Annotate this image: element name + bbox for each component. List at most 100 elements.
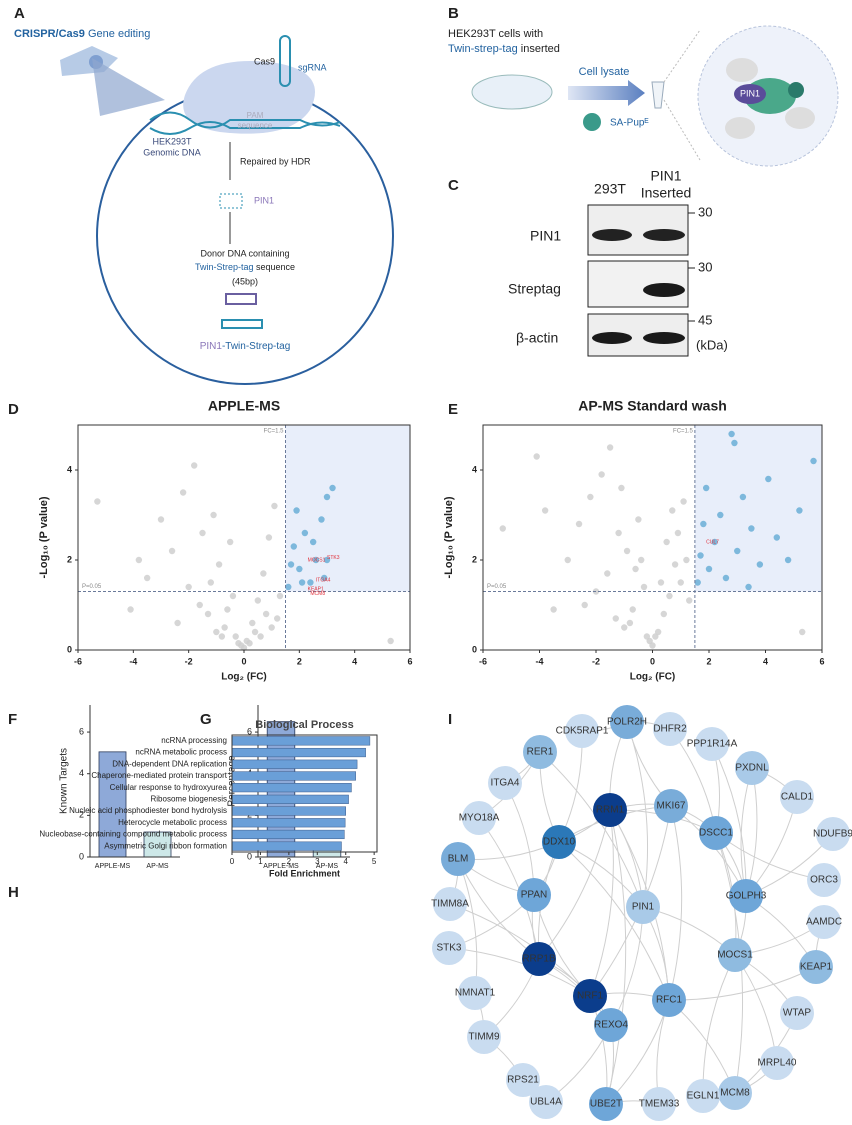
node-label: KEAP1 <box>800 962 833 973</box>
node-label: PXDNL <box>735 763 769 774</box>
y-axis-label: -Log₁₀ (P value) <box>443 496 455 578</box>
panel-label: C <box>448 177 459 194</box>
node <box>467 1020 501 1054</box>
label: PAM <box>247 111 264 120</box>
point <box>229 592 237 600</box>
edge <box>558 841 670 1001</box>
point <box>265 534 273 541</box>
node-label: BLM <box>448 854 469 865</box>
point <box>246 640 253 647</box>
edge <box>668 966 817 1001</box>
point <box>629 606 636 613</box>
dna <box>149 111 341 129</box>
label: PIN1 <box>254 195 274 205</box>
point <box>799 628 806 636</box>
edge <box>504 782 535 896</box>
node <box>433 887 467 921</box>
node-label: ITGA4 <box>491 778 520 789</box>
point <box>674 529 682 537</box>
point-label: ITGA4 <box>316 578 331 584</box>
edge <box>457 858 478 994</box>
bar <box>231 818 346 828</box>
y-tick-label: Nucleobase-containing compound metabolic… <box>39 830 227 839</box>
point <box>135 556 143 564</box>
x-tick-label: AP-MS <box>146 863 169 870</box>
y-tick-label: Ribosome biogenesis <box>151 794 228 803</box>
point <box>296 565 303 573</box>
y-axis-label: Known Targets <box>59 748 70 814</box>
point <box>638 556 645 564</box>
point <box>697 552 704 559</box>
y-tick-label: 0 <box>472 644 477 654</box>
bar <box>98 751 127 858</box>
panel-label: H <box>8 884 19 901</box>
point <box>773 534 780 541</box>
point-label: MOCS1 <box>308 557 326 563</box>
node <box>488 766 522 800</box>
point <box>185 583 192 591</box>
point <box>293 507 300 514</box>
bar <box>231 794 349 804</box>
point <box>606 444 614 451</box>
x-tick-label: 2 <box>297 656 302 666</box>
point <box>321 574 328 582</box>
node <box>593 793 627 827</box>
edge <box>478 817 540 960</box>
node <box>506 1063 540 1097</box>
node <box>441 842 475 876</box>
y-tick-label: 2 <box>472 554 477 564</box>
y-tick-label: Asymmetric Golgi ribbon formation <box>104 841 227 850</box>
node-label: RFC1 <box>656 995 683 1006</box>
point <box>660 610 667 618</box>
y-tick-label: 4 <box>67 464 72 474</box>
node <box>780 996 814 1030</box>
chart-title: AP-MS Standard wash <box>578 398 727 414</box>
x-tick-label: APPLE-MS <box>263 863 299 870</box>
label: Genomic DNA <box>143 147 201 157</box>
edge <box>589 809 614 997</box>
node <box>653 712 687 746</box>
panel-label: I <box>448 711 452 728</box>
x-tick-label: 4 <box>763 656 768 666</box>
node-label: PPAN <box>521 890 548 901</box>
point <box>309 538 317 546</box>
point <box>657 579 665 586</box>
point <box>700 520 707 528</box>
a-title: CRISPR/Cas9 Gene editing <box>14 28 150 40</box>
point <box>635 516 642 523</box>
point <box>686 597 693 604</box>
marker-label: 30 <box>698 259 712 274</box>
band <box>592 332 632 344</box>
point-label: CUL7 <box>706 539 719 545</box>
point <box>191 462 198 469</box>
node-label: MYO18A <box>459 813 500 824</box>
zoom-wedge <box>92 58 165 116</box>
point <box>680 498 687 505</box>
node-label: GOLPH3 <box>726 891 767 902</box>
point <box>157 516 165 523</box>
node-label: DDX10 <box>543 837 576 848</box>
point <box>224 606 231 613</box>
edge <box>626 721 648 908</box>
node-label: CDK5RAP1 <box>556 726 609 737</box>
panel-label: E <box>448 401 458 418</box>
y-tick-label: 0 <box>67 644 72 654</box>
tube <box>651 81 665 109</box>
node-label: STK3 <box>436 943 461 954</box>
node <box>807 905 841 939</box>
point <box>274 615 281 622</box>
zoom-line <box>663 29 701 83</box>
panel-label: D <box>8 401 19 418</box>
point <box>199 529 206 537</box>
point <box>666 592 673 600</box>
x-tick-label: 0 <box>650 656 655 666</box>
x-tick-label: -6 <box>479 656 487 666</box>
edge <box>668 805 683 1001</box>
threshold-label: FC=1.5 <box>673 429 694 435</box>
point <box>722 574 730 582</box>
panel-b: HEK293T cells with Twin-strep-tag insert… <box>448 25 839 167</box>
band <box>643 332 685 344</box>
point <box>640 583 648 591</box>
x-tick-label: APPLE-MS <box>95 863 131 870</box>
